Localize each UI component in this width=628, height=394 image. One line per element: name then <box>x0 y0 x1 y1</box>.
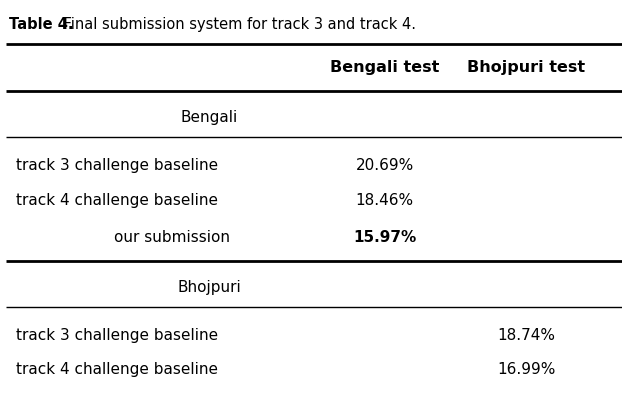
Text: Bengali: Bengali <box>181 110 238 125</box>
Text: Bhojpuri: Bhojpuri <box>178 280 241 295</box>
Text: our submission: our submission <box>114 230 230 245</box>
Text: track 4 challenge baseline: track 4 challenge baseline <box>16 362 217 377</box>
Text: 20.69%: 20.69% <box>355 158 414 173</box>
Text: track 3 challenge baseline: track 3 challenge baseline <box>16 158 218 173</box>
Text: 16.99%: 16.99% <box>497 362 556 377</box>
Text: Bhojpuri test: Bhojpuri test <box>467 60 585 75</box>
Text: track 3 challenge baseline: track 3 challenge baseline <box>16 328 218 343</box>
Text: 15.97%: 15.97% <box>353 230 416 245</box>
Text: Table 4.: Table 4. <box>9 17 74 32</box>
Text: 18.74%: 18.74% <box>497 328 555 343</box>
Text: 18.46%: 18.46% <box>355 193 414 208</box>
Text: track 4 challenge baseline: track 4 challenge baseline <box>16 193 217 208</box>
Text: Bengali test: Bengali test <box>330 60 440 75</box>
Text: Final submission system for track 3 and track 4.: Final submission system for track 3 and … <box>58 17 416 32</box>
